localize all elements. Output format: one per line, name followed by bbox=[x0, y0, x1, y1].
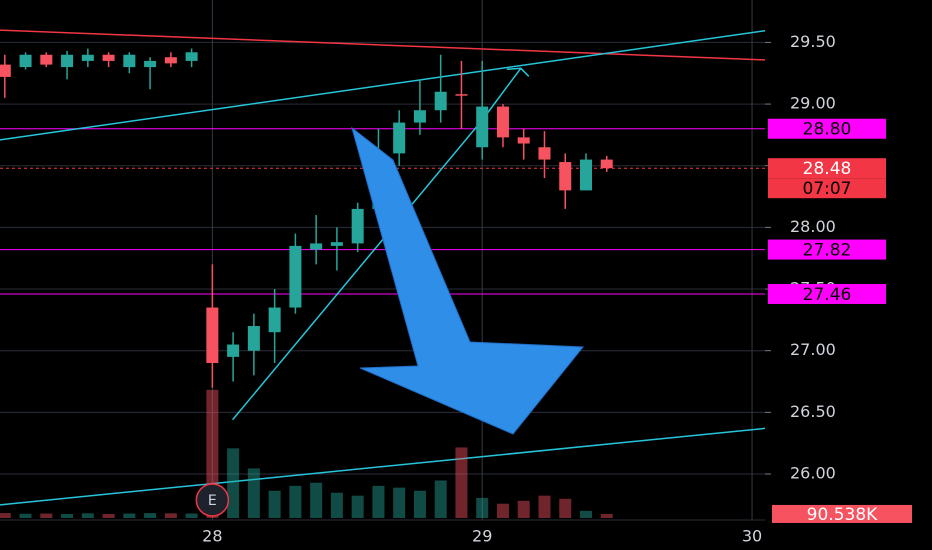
volume-label-box bbox=[772, 504, 912, 523]
candle-body bbox=[351, 208, 364, 244]
price-line-label-box bbox=[768, 239, 886, 260]
trend-line bbox=[0, 427, 765, 506]
candle-body bbox=[393, 122, 406, 154]
candle-body bbox=[538, 147, 551, 160]
y-tick-label: 26.50 bbox=[790, 402, 836, 421]
candle-body bbox=[164, 57, 177, 64]
price-line-label-box bbox=[768, 118, 886, 139]
volume-bar bbox=[476, 497, 489, 518]
volume-bar bbox=[496, 503, 509, 518]
candle-body bbox=[455, 94, 468, 96]
y-tick-label: 27.00 bbox=[790, 340, 836, 359]
x-tick-label: 29 bbox=[472, 527, 492, 546]
big-arrow bbox=[351, 126, 585, 435]
last-price-label: 28.48 bbox=[803, 159, 852, 179]
price-line-label-box bbox=[768, 283, 886, 304]
event-marker-label: E bbox=[208, 493, 217, 509]
candle-body bbox=[579, 159, 592, 191]
volume-bar bbox=[559, 498, 572, 518]
candle-body bbox=[476, 106, 489, 148]
candle-body bbox=[102, 54, 115, 61]
volume-bar bbox=[19, 513, 32, 518]
y-tick-label: 29.50 bbox=[790, 32, 836, 51]
volume-bar bbox=[579, 510, 592, 518]
x-tick-label: 30 bbox=[742, 527, 762, 546]
last-price-box bbox=[768, 158, 886, 179]
candle-body bbox=[434, 91, 447, 111]
countdown-label: 07:07 bbox=[803, 179, 852, 199]
volume-bar bbox=[310, 482, 323, 518]
price-line-label: 27.46 bbox=[803, 285, 852, 305]
grid bbox=[0, 0, 765, 520]
volume-bar bbox=[517, 500, 530, 518]
candle-body bbox=[19, 54, 32, 68]
price-line-label: 28.80 bbox=[803, 120, 852, 140]
volume-bar bbox=[102, 513, 115, 518]
volume-bar bbox=[247, 468, 260, 518]
candle-body bbox=[247, 326, 260, 351]
volume-bar bbox=[330, 492, 343, 518]
volume-bar bbox=[538, 495, 551, 518]
x-tick-label: 28 bbox=[202, 527, 222, 546]
volume-bar bbox=[227, 448, 240, 518]
price-line-label: 27.82 bbox=[803, 241, 852, 261]
candle-body bbox=[0, 64, 11, 77]
trend-line bbox=[0, 29, 765, 141]
volume-bar bbox=[372, 485, 385, 518]
volume-bar bbox=[413, 490, 426, 518]
countdown-box bbox=[768, 178, 886, 199]
volume-bar bbox=[185, 513, 198, 518]
candle-body bbox=[185, 52, 198, 61]
volume-bar bbox=[289, 485, 302, 518]
candle-body bbox=[413, 110, 426, 123]
candle-body bbox=[61, 54, 74, 68]
volume-bar bbox=[393, 487, 406, 518]
arrow-head bbox=[506, 67, 530, 77]
volume-bar bbox=[144, 513, 157, 518]
candle-body bbox=[144, 60, 157, 68]
candle-body bbox=[40, 54, 53, 65]
volume-bar bbox=[0, 513, 11, 518]
candle-body bbox=[123, 54, 136, 68]
y-tick-label: 29.00 bbox=[790, 94, 836, 113]
candle-body bbox=[268, 307, 281, 333]
plot-area: E bbox=[0, 29, 765, 518]
volume-bar bbox=[434, 480, 447, 518]
volume-bar bbox=[123, 513, 136, 518]
volume-bar bbox=[40, 513, 53, 518]
candle-body bbox=[600, 159, 613, 169]
volume-bar bbox=[61, 513, 74, 518]
price-axis: 26.0026.5027.0027.5028.0028.5029.0029.50… bbox=[0, 32, 912, 546]
candle-body bbox=[310, 243, 323, 250]
candle-body bbox=[289, 245, 302, 308]
candle-body bbox=[206, 307, 219, 364]
volume-bar bbox=[268, 490, 281, 518]
volume-bar bbox=[600, 513, 613, 518]
volume-bar bbox=[455, 447, 468, 518]
y-tick-label: 28.00 bbox=[790, 217, 836, 236]
candle-body bbox=[496, 106, 509, 138]
candle-body bbox=[227, 344, 240, 357]
volume-label: 90.538K bbox=[807, 505, 878, 525]
candle-body bbox=[517, 137, 530, 144]
event-marker bbox=[195, 483, 230, 517]
volume-bar bbox=[351, 495, 364, 518]
candle-body bbox=[559, 162, 572, 191]
y-tick-label: 26.00 bbox=[790, 464, 836, 483]
trend-line bbox=[0, 29, 765, 61]
candle-body bbox=[330, 242, 343, 246]
volume-bar bbox=[164, 513, 177, 518]
volume-bar bbox=[81, 513, 94, 518]
candle-body bbox=[81, 54, 94, 61]
